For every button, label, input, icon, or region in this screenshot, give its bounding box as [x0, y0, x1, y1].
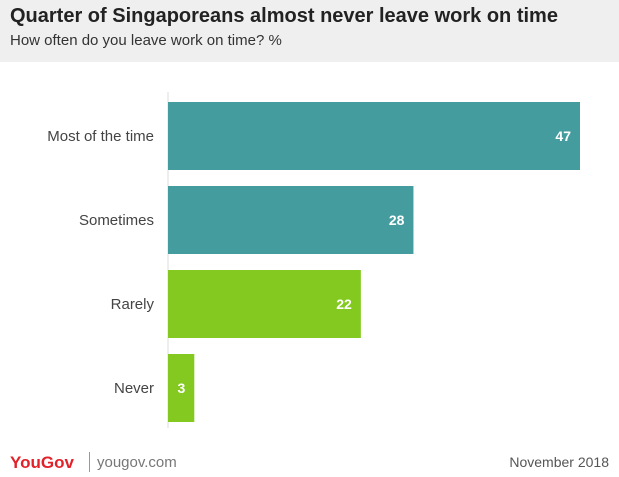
- category-label: Rarely: [111, 296, 155, 313]
- value-label: 3: [178, 380, 186, 396]
- chart-subtitle: How often do you leave work on time? %: [10, 32, 282, 49]
- footer-url: yougov.com: [97, 454, 177, 471]
- chart-header: Quarter of Singaporeans almost never lea…: [0, 0, 619, 62]
- value-label: 47: [555, 128, 571, 144]
- value-label: 22: [336, 296, 352, 312]
- category-label: Most of the time: [47, 128, 154, 145]
- yougov-logo: YouGov: [10, 453, 74, 472]
- category-label: Never: [114, 380, 154, 397]
- value-label: 28: [389, 212, 405, 228]
- bar: [168, 270, 361, 338]
- bar-chart: Most of the time 47 Sometimes 28 Rarely 22 Nev…: [47, 92, 580, 428]
- category-label: Sometimes: [79, 212, 154, 229]
- bar: [168, 186, 414, 254]
- chart-title: Quarter of Singaporeans almost never lea…: [10, 5, 558, 27]
- footer-divider: [89, 452, 90, 472]
- bar: [168, 354, 195, 422]
- footer-date: November 2018: [509, 454, 609, 470]
- bar: [168, 102, 580, 170]
